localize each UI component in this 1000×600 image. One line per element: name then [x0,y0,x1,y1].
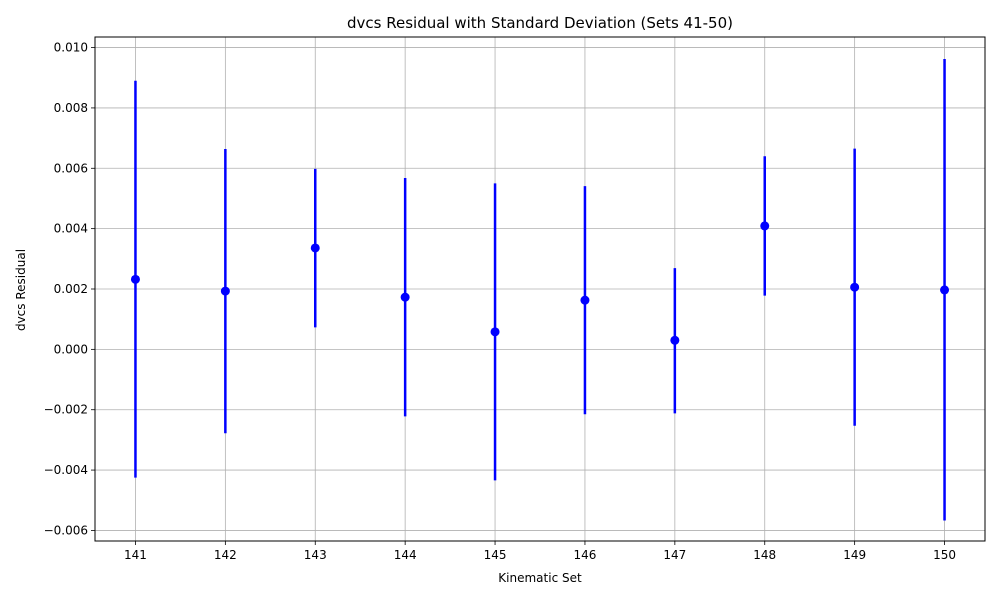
y-tick-label: 0.006 [54,161,88,175]
y-tick-label: −0.006 [44,523,88,537]
data-point [130,274,140,284]
y-tick-label: −0.002 [44,403,88,417]
data-point [580,295,590,305]
x-axis-ticks: 141 142 143 144 145 146 147 148 149 150 [124,541,956,562]
x-tick-label: 143 [304,548,327,562]
data-point [220,286,230,296]
y-tick-label: 0.004 [54,222,88,236]
data-point [850,282,860,292]
x-tick-label: 141 [124,548,147,562]
x-axis-label: Kinematic Set [498,571,582,585]
y-tick-label: 0.008 [54,101,88,115]
data-point [310,243,320,253]
data-point [760,221,770,231]
y-axis-ticks: −0.006 −0.004 −0.002 0.000 0.002 0.004 0.006 0.… [44,41,95,537]
y-axis-label: dvcs Residual [14,249,28,331]
chart-title: dvcs Residual with Standard Deviation (S… [347,14,733,32]
x-tick-label: 145 [484,548,507,562]
data-point [490,327,500,337]
y-tick-label: 0.002 [54,282,88,296]
data-point [670,335,680,345]
grid [95,37,985,541]
y-tick-label: −0.004 [44,463,88,477]
x-tick-label: 142 [214,548,237,562]
y-tick-label: 0.000 [54,342,88,356]
data-points [130,221,950,345]
x-tick-label: 150 [933,548,956,562]
x-tick-label: 148 [753,548,776,562]
x-tick-label: 146 [573,548,596,562]
x-tick-label: 147 [663,548,686,562]
x-tick-label: 144 [394,548,417,562]
data-point [940,285,950,295]
y-tick-label: 0.010 [54,41,88,55]
data-point [400,292,410,302]
x-tick-label: 149 [843,548,866,562]
